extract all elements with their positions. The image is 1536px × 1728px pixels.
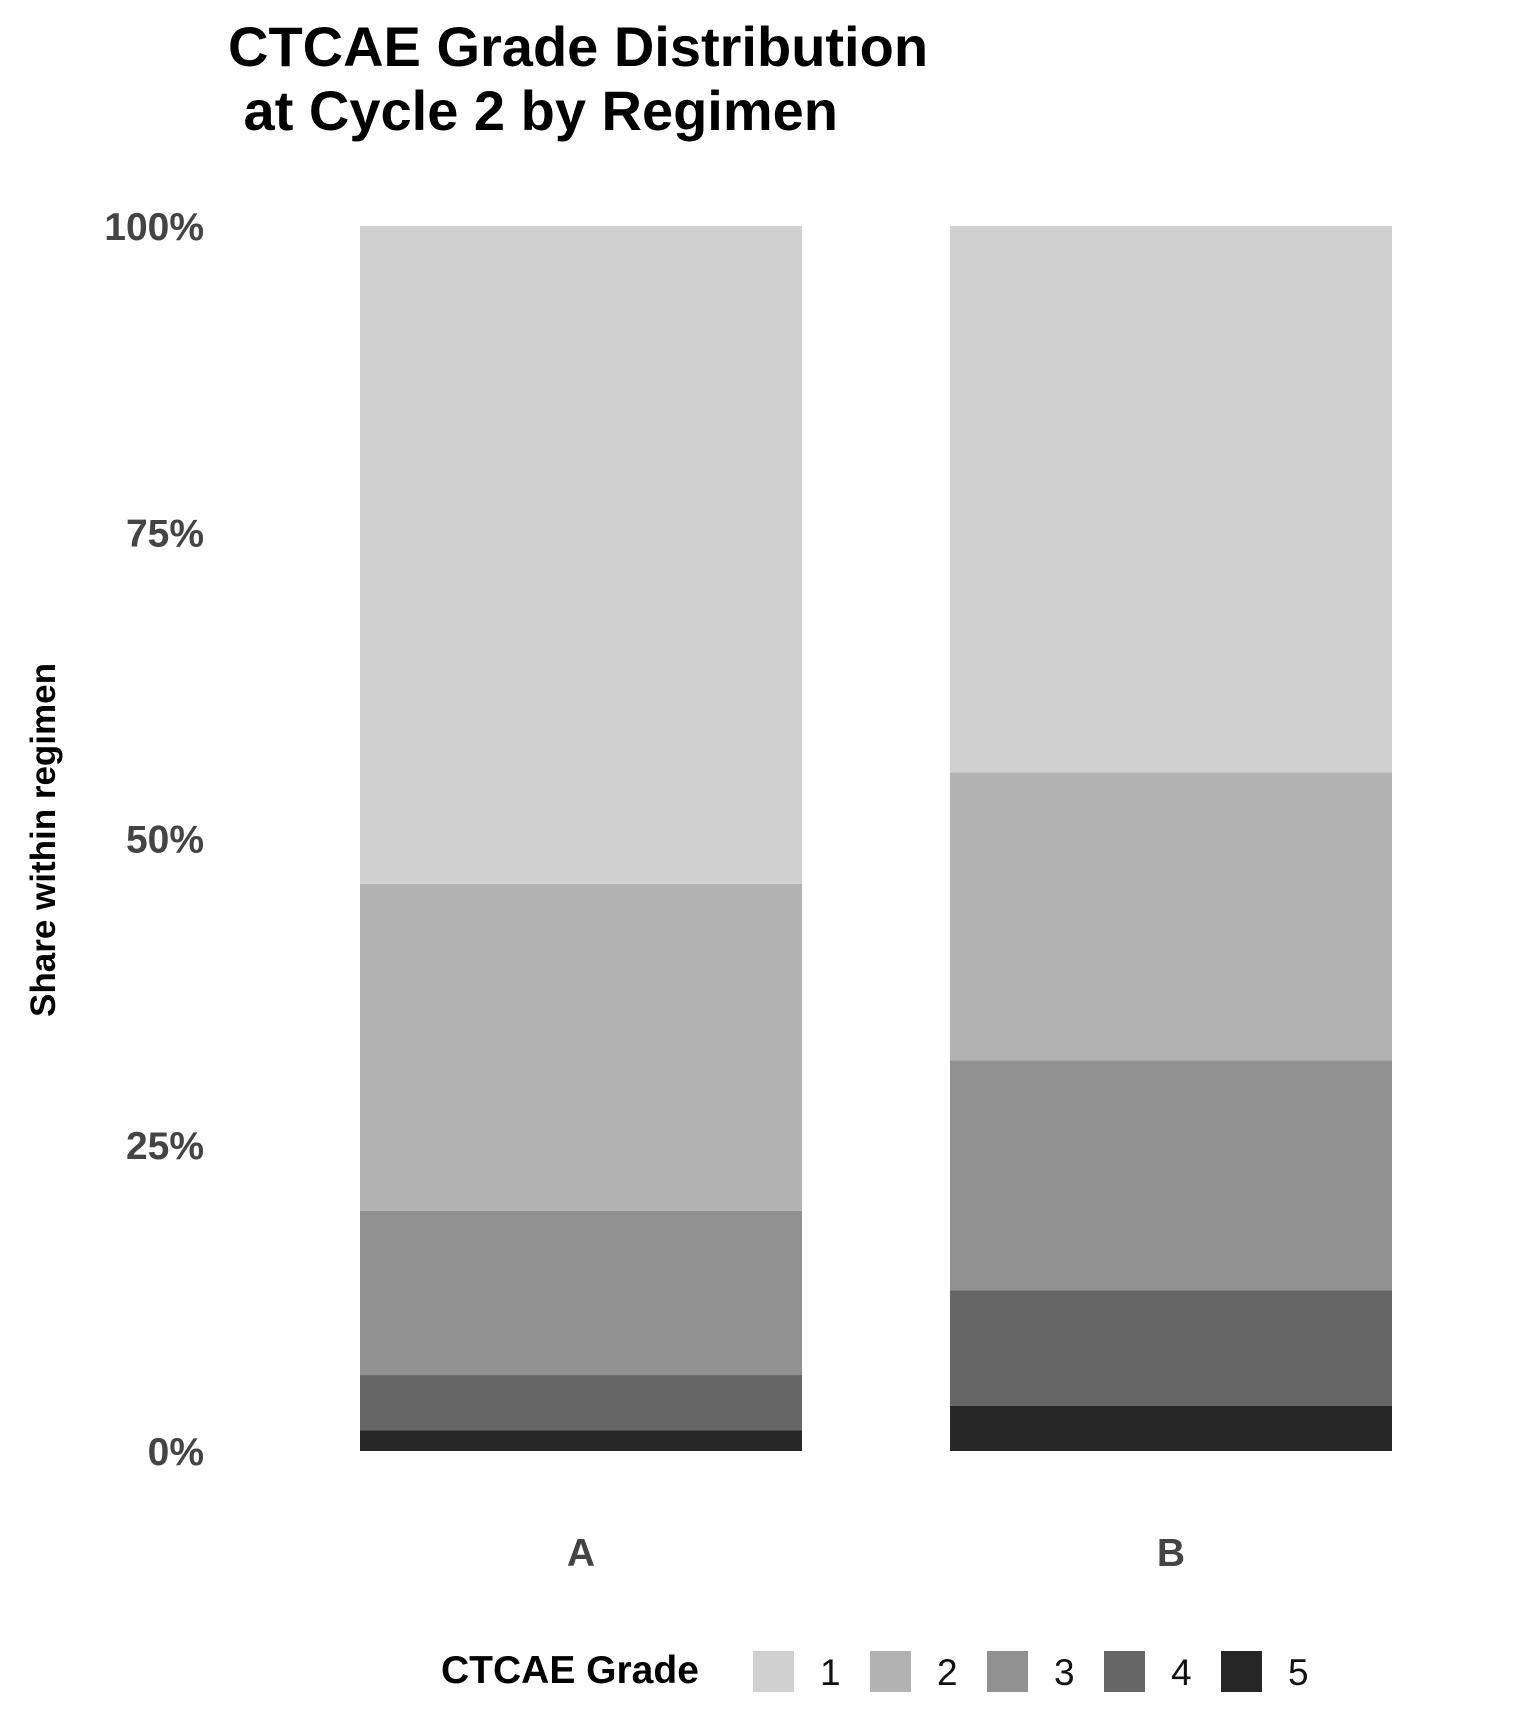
x-tick-label: B: [1157, 1532, 1185, 1575]
legend-item-1: 1: [753, 1651, 841, 1693]
plot-area: [360, 226, 1392, 1451]
legend-swatch: [870, 1651, 911, 1692]
legend-item-4: 4: [1104, 1651, 1192, 1693]
bar-segment-A-grade-2: [360, 883, 802, 1211]
legend-item-3: 3: [987, 1651, 1075, 1693]
legend-label: 5: [1288, 1652, 1309, 1693]
legend-swatch: [1221, 1651, 1262, 1692]
bar-segment-B-grade-2: [950, 772, 1392, 1061]
legend-item-2: 2: [870, 1651, 958, 1693]
bar-segment-B-grade-4: [950, 1290, 1392, 1406]
bar-segment-B-grade-3: [950, 1060, 1392, 1291]
bar-stack-A: [360, 226, 802, 1451]
chart-title-line-2: at Cycle 2 by Regimen: [228, 79, 838, 142]
legend-item-5: 5: [1221, 1651, 1309, 1693]
y-axis-title: Share within regimen: [24, 663, 63, 1017]
y-tick-label: 75%: [126, 512, 204, 555]
bar-segment-A-grade-4: [360, 1375, 802, 1431]
bar-segment-B-grade-5: [950, 1405, 1392, 1451]
legend-swatch: [1104, 1651, 1145, 1692]
chart-title-line-1: CTCAE Grade Distribution: [228, 15, 928, 78]
y-axis: 0% 25% 50% 75% 100%: [104, 206, 204, 1474]
legend: CTCAE Grade 1 2 3 4 5: [441, 1649, 1309, 1693]
legend-label: 4: [1171, 1652, 1192, 1693]
y-tick-label: 50%: [126, 819, 204, 862]
legend-label: 3: [1054, 1652, 1075, 1693]
legend-swatch: [987, 1651, 1028, 1692]
bar-segment-B-grade-1: [950, 226, 1392, 773]
y-tick-label: 0%: [148, 1431, 204, 1474]
bar-segment-A-grade-1: [360, 226, 802, 884]
legend-label: 2: [937, 1652, 958, 1693]
x-tick-label: A: [567, 1532, 595, 1575]
legend-label: 1: [820, 1652, 841, 1693]
bar-segment-A-grade-3: [360, 1210, 802, 1376]
y-tick-label: 100%: [104, 206, 204, 249]
legend-swatch: [753, 1651, 794, 1692]
bar-stack-B: [950, 226, 1392, 1451]
y-tick-label: 25%: [126, 1125, 204, 1168]
bar-segment-A-grade-5: [360, 1430, 802, 1451]
legend-title: CTCAE Grade: [441, 1649, 699, 1692]
